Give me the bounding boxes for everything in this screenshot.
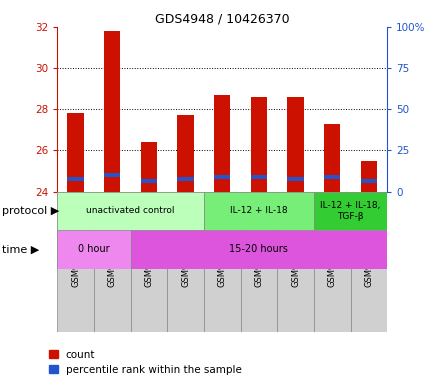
Text: 15-20 hours: 15-20 hours [229,245,288,255]
Bar [214,95,231,192]
Legend: count, percentile rank within the sample: count, percentile rank within the sample [49,350,242,375]
Bar [287,97,304,192]
Bar [324,175,341,179]
Bar [214,175,231,179]
Bar [131,230,387,269]
Text: IL-12 + IL-18: IL-12 + IL-18 [230,206,288,215]
Bar [57,230,131,269]
Text: unactivated control: unactivated control [86,206,175,215]
Bar [361,161,377,192]
Bar [104,173,121,177]
Bar [314,192,387,230]
Bar [251,175,267,179]
Bar [251,97,267,192]
Bar [324,124,341,192]
Text: protocol ▶: protocol ▶ [2,206,59,216]
Bar [67,113,84,192]
Bar [177,116,194,192]
Bar [57,192,204,230]
Bar [141,142,157,192]
Bar [287,177,304,181]
Bar [177,177,194,181]
Text: 0 hour: 0 hour [78,245,110,255]
Bar [361,179,377,183]
Text: time ▶: time ▶ [2,245,40,255]
Text: IL-12 + IL-18,
TGF-β: IL-12 + IL-18, TGF-β [320,201,381,220]
Bar [204,192,314,230]
Title: GDS4948 / 10426370: GDS4948 / 10426370 [155,13,290,26]
Bar [67,177,84,181]
Bar [141,179,157,183]
Bar [104,31,121,192]
